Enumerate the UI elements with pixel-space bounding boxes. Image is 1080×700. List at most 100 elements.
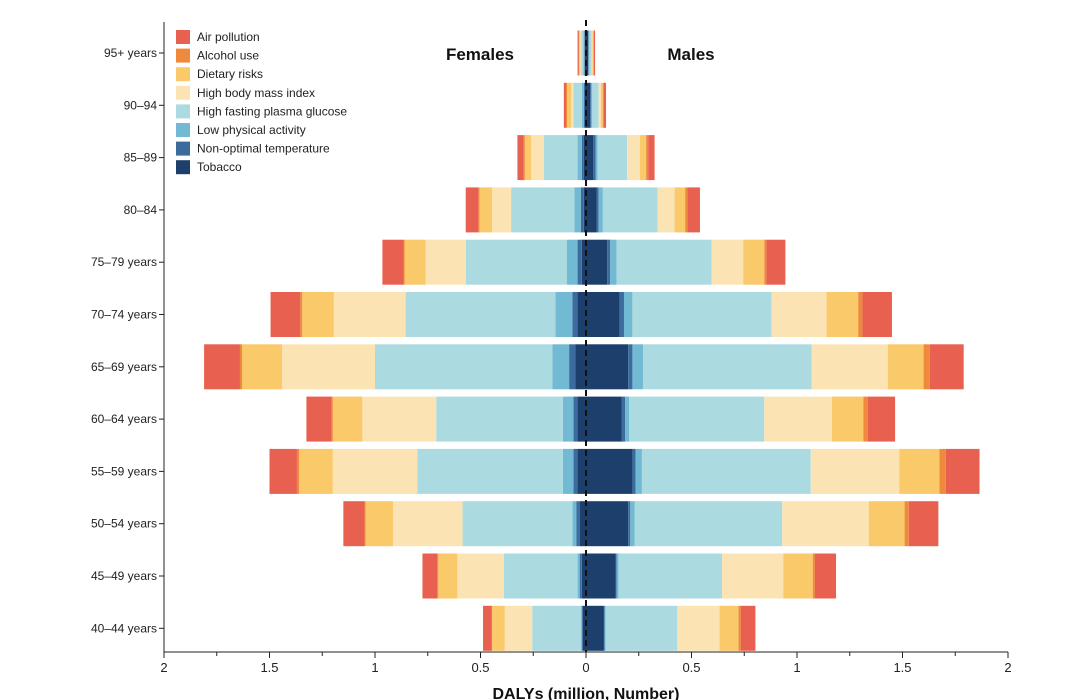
x-tick-label: 1 (793, 660, 800, 675)
bar-female-alcohol-use (239, 344, 243, 390)
legend-label-high-fasting-plasma-glucose: High fasting plasma glucose (197, 104, 347, 118)
bar-male-high-fasting-plasma-glucose (632, 292, 772, 337)
bar-female-alcohol-use (565, 82, 568, 128)
legend-swatch-high-body-mass-index (176, 85, 190, 100)
bar-female-low-physical-activity (567, 239, 578, 285)
bar-female-alcohol-use (437, 553, 439, 599)
bar-male-air-pollution (687, 187, 700, 233)
bar-male-high-fasting-plasma-glucose (629, 396, 765, 442)
bar-female-low-physical-activity (577, 553, 580, 599)
bar-female-high-fasting-plasma-glucose (543, 135, 578, 181)
y-ticks-layer: 95+ years 90–94 85–89 80–84 75–79 years 70–74… (91, 46, 164, 635)
bar-female-alcohol-use (478, 187, 480, 233)
bar-female-high-body-mass-index (531, 135, 544, 181)
bar-female-air-pollution (382, 239, 404, 285)
bar-male-dietary-risks (899, 448, 940, 494)
bar-female-non-optimal-temperature (577, 239, 582, 285)
bar-female-high-body-mass-index (362, 396, 437, 442)
bar-male-air-pollution (766, 239, 786, 285)
bar-female-non-optimal-temperature (581, 605, 583, 651)
bar-female-low-physical-activity (581, 82, 584, 128)
bar-male-low-physical-activity (595, 135, 598, 181)
bar-male-tobacco (586, 292, 620, 337)
bar-male-dietary-risks (674, 187, 686, 233)
bar-female-high-fasting-plasma-glucose (417, 448, 563, 494)
bar-male-dietary-risks (887, 344, 924, 390)
bar-male-high-body-mass-index (591, 30, 593, 76)
bar-male-non-optimal-temperature (607, 239, 611, 285)
bar-male-tobacco (586, 448, 633, 494)
bar-male-high-fasting-plasma-glucose (602, 187, 658, 233)
bar-female-air-pollution (269, 448, 297, 494)
bar-female-low-physical-activity (577, 135, 582, 181)
y-tick-label: 65–69 years (91, 360, 157, 374)
bar-male-air-pollution (908, 501, 939, 547)
bar-male-low-physical-activity (610, 239, 617, 285)
bar-female-air-pollution (343, 501, 365, 547)
bar-female-non-optimal-temperature (576, 501, 580, 547)
bar-female-dietary-risks (299, 448, 333, 494)
bar-male-high-body-mass-index (722, 553, 784, 599)
bar-male-tobacco (586, 30, 589, 76)
bar-female-low-physical-activity (552, 344, 570, 390)
bar-male-low-physical-activity (635, 448, 642, 494)
bar-female-tobacco (577, 396, 586, 442)
bar-male-tobacco (586, 239, 608, 285)
bar-female-alcohol-use (331, 396, 333, 442)
bar-female-high-body-mass-index (332, 448, 418, 494)
bar-female-low-physical-activity (574, 187, 581, 233)
legend: Air pollution Alcohol use Dietary risks Hig… (176, 30, 347, 175)
x-ticks-layer: 2 1.5 1 0.5 0 0.5 1 1.5 2 (160, 652, 1012, 675)
bar-male-alcohol-use (685, 187, 688, 233)
legend-swatch-tobacco (176, 160, 190, 175)
bar-female-dietary-risks (579, 30, 581, 76)
bar-male-high-fasting-plasma-glucose (592, 82, 599, 128)
bar-male-air-pollution (603, 82, 607, 128)
legend-swatch-air-pollution (176, 30, 190, 44)
legend-label-air-pollution: Air pollution (197, 30, 260, 44)
bar-male-alcohol-use (904, 501, 909, 547)
bar-male-dietary-risks (600, 82, 603, 128)
bar-male-high-fasting-plasma-glucose (618, 553, 723, 599)
bar-male-non-optimal-temperature (603, 605, 605, 651)
bar-male-high-fasting-plasma-glucose (616, 239, 712, 285)
bar-male-alcohol-use (764, 239, 767, 285)
bar-female-non-optimal-temperature (583, 82, 585, 128)
x-axis-title: DALYs (million, Number) (493, 686, 680, 700)
bar-male-high-fasting-plasma-glucose (634, 501, 783, 547)
bar-male-non-optimal-temperature (621, 396, 626, 442)
bar-male-low-physical-activity (632, 344, 643, 390)
bar-male-low-physical-activity (591, 82, 593, 128)
bar-female-air-pollution (465, 187, 479, 233)
bar-male-high-body-mass-index (771, 292, 827, 337)
bar-male-high-fasting-plasma-glucose (597, 135, 628, 181)
bar-female-air-pollution (577, 30, 579, 76)
bar-female-high-body-mass-index (392, 501, 463, 547)
bar-male-tobacco (586, 135, 594, 181)
legend-swatch-high-fasting-plasma-glucose (176, 104, 190, 119)
bar-female-tobacco (583, 187, 586, 233)
bar-male-dietary-risks (743, 239, 765, 285)
y-tick-label: 50–54 years (91, 517, 157, 531)
bar-male-air-pollution (945, 448, 980, 494)
bars-layer (204, 30, 980, 651)
bar-male-high-fasting-plasma-glucose (641, 448, 811, 494)
bar-male-alcohol-use (858, 292, 863, 337)
y-tick-label: 85–89 (124, 151, 158, 165)
bar-female-non-optimal-temperature (573, 396, 578, 442)
bar-female-non-optimal-temperature (569, 344, 576, 390)
bar-male-low-physical-activity (625, 396, 630, 442)
y-tick-label: 45–49 years (91, 569, 157, 583)
bar-female-high-fasting-plasma-glucose (511, 187, 575, 233)
bar-male-dietary-risks (592, 30, 594, 76)
bar-female-non-optimal-temperature (572, 292, 578, 337)
x-tick-label: 1.5 (260, 660, 278, 675)
bar-female-air-pollution (306, 396, 332, 442)
bar-male-non-optimal-temperature (593, 135, 596, 181)
y-tick-label: 80–84 (124, 203, 158, 217)
bar-male-alcohol-use (812, 553, 815, 599)
bar-female-air-pollution (204, 344, 240, 390)
bar-female-high-body-mass-index (282, 344, 375, 390)
bar-female-low-physical-activity (562, 448, 574, 494)
